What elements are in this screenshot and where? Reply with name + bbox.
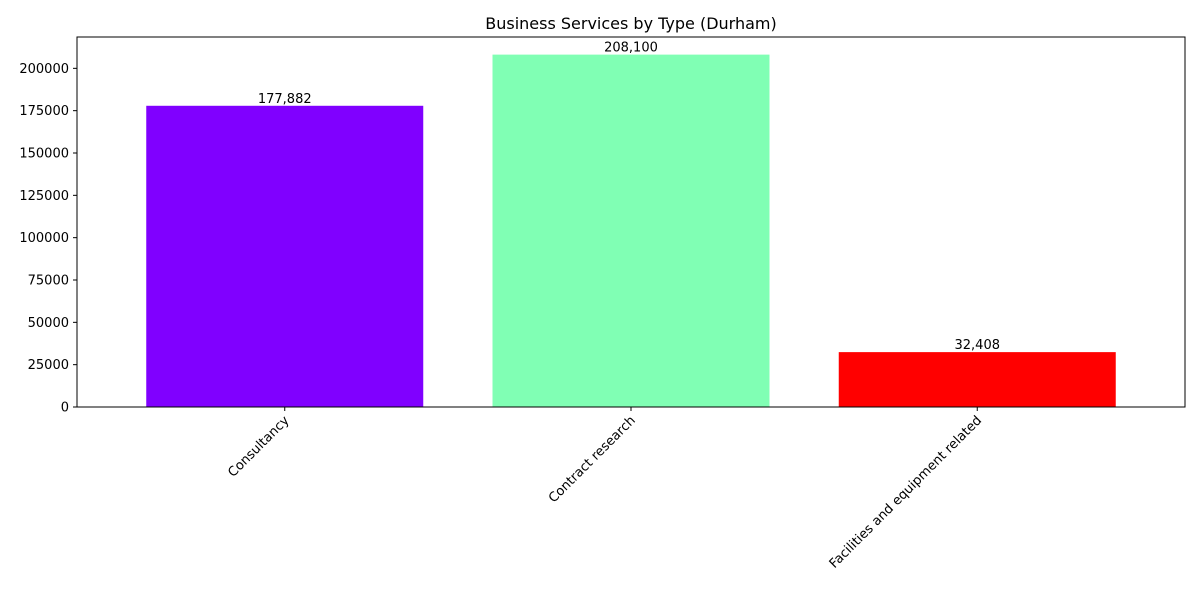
bar-contract-research: [492, 54, 770, 407]
bars-layer: 177,882 208,100 32,408: [146, 41, 1116, 407]
y-tick-label: 25000: [28, 358, 69, 373]
y-tick-label: 150000: [19, 147, 69, 162]
y-tick-label: 200000: [19, 62, 69, 77]
y-tick-label: 75000: [28, 274, 69, 289]
y-tick-label: 0: [61, 401, 69, 416]
bar-value-label: 208,100: [604, 41, 658, 56]
chart-title: Business Services by Type (Durham): [485, 14, 777, 33]
x-tick-label: Contract research: [546, 413, 639, 506]
y-tick-label: 175000: [19, 104, 69, 119]
bar-facilities-and-equipment-related: [838, 352, 1116, 407]
plot-frame: [76, 36, 1186, 408]
bar-value-label: 177,882: [258, 92, 312, 107]
y-tick-label: 100000: [19, 231, 69, 246]
y-axis: 0 25000 50000 75000 100000 125000 150000 175000…: [19, 62, 77, 416]
x-tick-label: Facilities and equipment related: [827, 413, 985, 571]
x-tick-label: Consultancy: [225, 413, 292, 480]
x-axis: Consultancy Contract research Facilities a…: [225, 407, 985, 572]
y-tick-label: 50000: [28, 316, 69, 331]
bar-value-label: 32,408: [955, 338, 1001, 353]
bar-consultancy: [146, 105, 424, 407]
y-tick-label: 125000: [19, 189, 69, 204]
